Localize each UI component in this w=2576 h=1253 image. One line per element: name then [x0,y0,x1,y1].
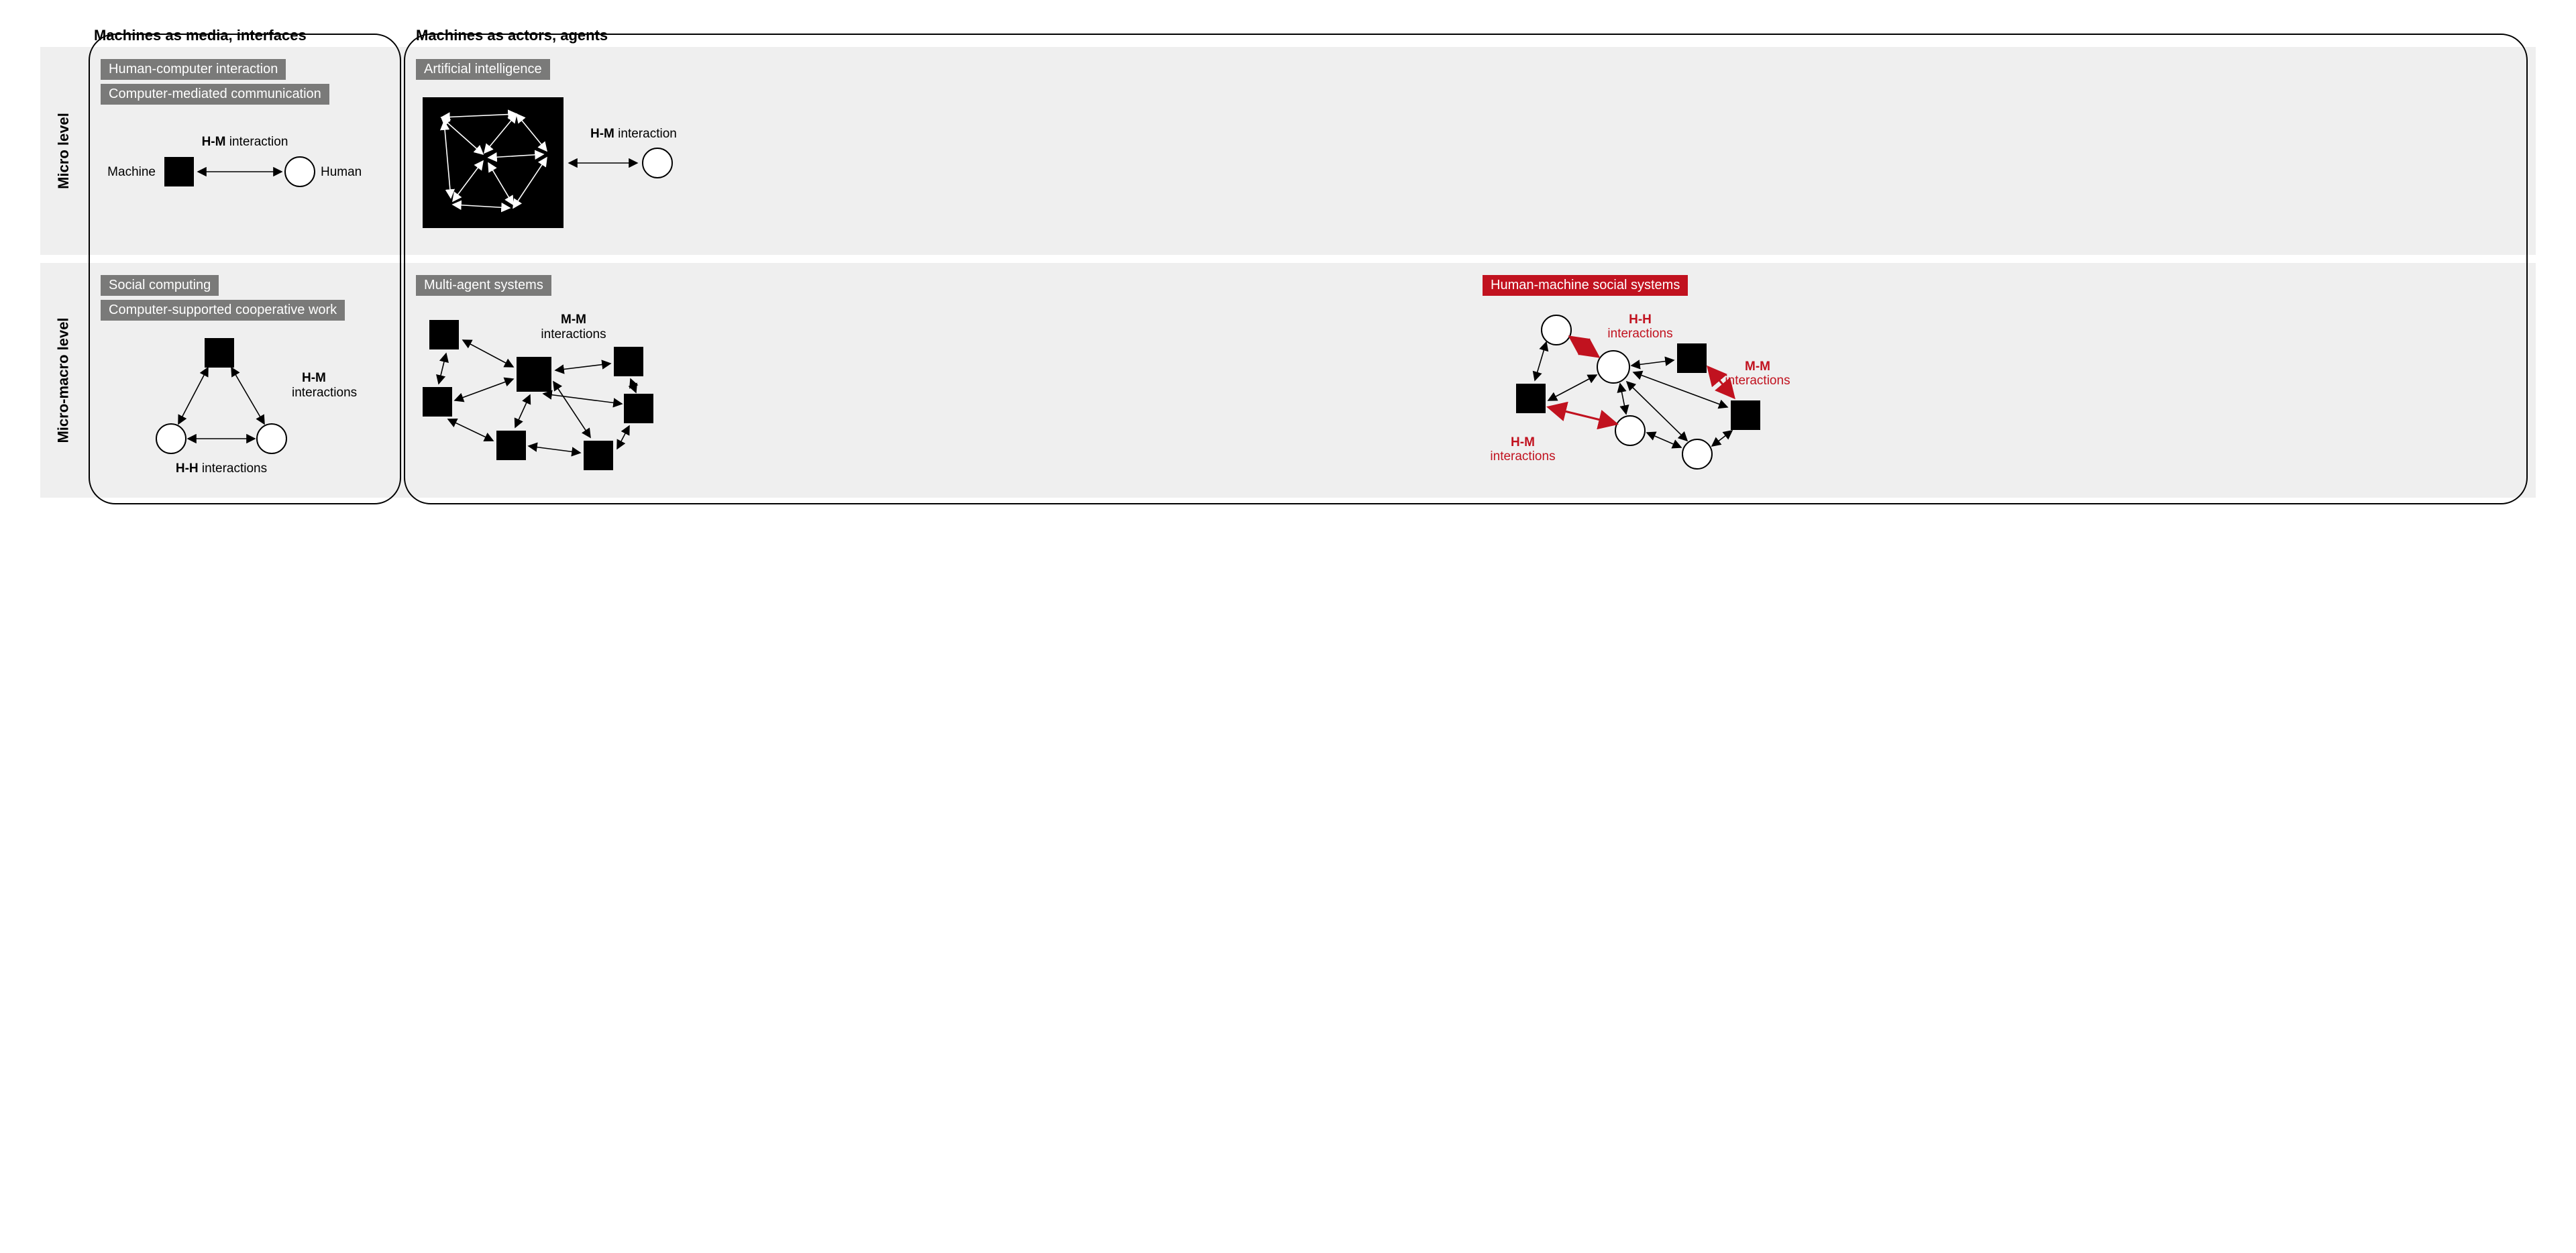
hmss-mm-b: M-M [1745,360,1770,374]
hm-title-bold: H-M [202,135,226,149]
tag-sc: Social computing [101,275,219,296]
hmss-hm-r: interactions [1490,449,1555,464]
hmss-hh-r: interactions [1607,327,1672,341]
node-h2 [257,424,286,453]
q21-hh-r: interactions [199,461,267,476]
diagram-hhm-triad: H-M interactions H-H interactions [101,325,389,486]
tag-hmss: Human-machine social systems [1483,275,1688,296]
hm-title-rest: interaction [225,135,288,149]
hmss-m3 [1731,400,1760,430]
hmss-h3 [1615,416,1645,445]
svg-text:H-M interaction: H-M interaction [202,135,288,149]
col-header-right: Machines as actors, agents [402,27,2536,44]
panel-hci: Human-computer interaction Computer-medi… [87,47,402,255]
q21-hm-b: H-M [302,371,326,385]
diagram-mas: M-M interactions [416,300,698,488]
svg-text:H-H interactions: H-H interactions [176,461,267,476]
edge-hm-red [1548,407,1617,424]
mas-n2 [423,387,452,417]
hmss-mm-r: interactions [1725,374,1790,388]
node-h1 [156,424,186,453]
node-machine [164,157,194,186]
tag-ai: Artificial intelligence [416,59,550,80]
row-micro: Micro level Human-computer interaction C… [40,47,2536,255]
col-header-left: Machines as media, interfaces [87,27,402,44]
panel-ai: Artificial intelligence [402,47,2536,255]
ai-title-rest: interaction [614,127,677,141]
hmss-hh-b: H-H [1629,313,1652,327]
q21-hh-b: H-H [176,461,199,476]
diagram-ai-blackbox: H-M interaction [416,84,765,238]
panel-hmss: Human-machine social systems [1483,275,2522,488]
hmss-h1 [1542,315,1571,345]
panel-right-bottom: Multi-agent systems M-M interactions [402,263,2536,498]
tag-hci: Human-computer interaction [101,59,286,80]
panel-mas: Multi-agent systems M-M interactions [416,275,1456,488]
svg-text:H-M interaction: H-M interaction [590,127,677,141]
diagram-hm-dyad: H-M interaction Machine Human [101,109,389,223]
node-human-ai [643,148,672,178]
node-human [285,157,315,186]
hmss-m2 [1677,343,1707,373]
ai-title-bold: H-M [590,127,614,141]
row-micro-macro: Micro-macro level Social computing Compu… [40,263,2536,498]
mas-n4 [496,431,526,460]
hmss-hm-b: H-M [1511,435,1535,449]
row-label-micro-macro: Micro-macro level [55,317,72,443]
edge-hh-red [1570,337,1599,357]
mas-mm-r: interactions [541,327,606,341]
mas-n3 [517,357,551,392]
diagram-hmss: H-H interactions M-M interactions H-M in… [1483,300,1791,488]
label-human: Human [321,165,362,179]
mas-n7 [614,347,643,376]
label-machine: Machine [107,165,156,179]
hmss-h4 [1682,439,1712,469]
panel-social-computing: Social computing Computer-supported coop… [87,263,402,498]
hmss-h2 [1597,351,1629,383]
mas-n1 [429,320,459,349]
mas-mm-b: M-M [561,313,586,327]
tag-cscw: Computer-supported cooperative work [101,300,345,321]
hmss-m1 [1516,384,1546,413]
mas-n5 [584,441,613,470]
q21-hm-r: interactions [292,386,357,400]
mas-n6 [624,394,653,423]
tag-cmc: Computer-mediated communication [101,84,329,105]
row-label-micro: Micro level [55,113,72,189]
tag-mas: Multi-agent systems [416,275,551,296]
node-m [205,338,234,368]
